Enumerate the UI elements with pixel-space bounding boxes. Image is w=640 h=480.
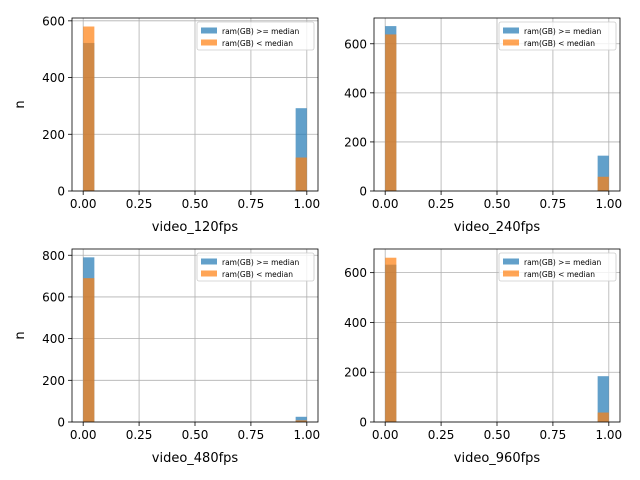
x-tick-label: 0.50 [484, 428, 511, 442]
legend-label: ram(GB) < median [222, 270, 293, 279]
x-tick-label: 0.25 [126, 197, 153, 211]
legend-label: ram(GB) >= median [222, 27, 299, 36]
legend-label: ram(GB) < median [524, 270, 595, 279]
legend-swatch [201, 270, 217, 277]
x-axis-label: video_120fps [152, 220, 239, 235]
y-tick-label: 200 [344, 366, 367, 380]
x-tick-label: 1.00 [595, 197, 622, 211]
histogram-bar-series-2 [295, 157, 307, 191]
histogram-bar-series-1 [295, 108, 307, 191]
x-tick-label: 1.00 [293, 197, 320, 211]
legend-label: ram(GB) >= median [524, 27, 601, 36]
x-tick-label: 0.50 [484, 197, 511, 211]
legend-swatch [503, 270, 519, 277]
legend-swatch [201, 27, 217, 34]
histogram-bar-series-2 [83, 278, 95, 422]
x-tick-label: 0.50 [182, 197, 209, 211]
legend-box [498, 21, 617, 51]
x-tick-label: 0.25 [428, 197, 455, 211]
x-axis-label: video_240fps [454, 220, 541, 235]
legend-label: ram(GB) < median [524, 39, 595, 48]
x-tick-label: 1.00 [595, 428, 622, 442]
legend-swatch [503, 39, 519, 46]
y-tick-label: 400 [344, 316, 367, 330]
legend-label: ram(GB) >= median [524, 258, 601, 267]
x-tick-label: 0.00 [372, 197, 399, 211]
histogram-bar-series-2 [385, 257, 397, 422]
y-tick-label: 0 [57, 416, 65, 430]
x-axis-label: video_480fps [152, 451, 239, 466]
histogram-bar-series-2 [83, 26, 95, 192]
histogram-bar-series-1 [597, 376, 609, 422]
subplot-1: 0.00 0.25 0.50 0.75 1.00 0 200 400 600 video_120f… [13, 14, 320, 235]
x-tick-label: 0.50 [182, 428, 209, 442]
histogram-bar-series-1 [597, 155, 609, 191]
legend: ram(GB) >= median ram(GB) < median [196, 21, 315, 51]
y-tick-label: 600 [344, 266, 367, 280]
x-tick-label: 0.75 [238, 197, 265, 211]
y-tick-label: 0 [359, 185, 367, 199]
histogram-bar-series-2 [597, 176, 609, 191]
histogram-bar-series-2 [597, 412, 609, 422]
x-tick-label: 0.25 [428, 428, 455, 442]
x-tick-label: 0.75 [540, 197, 567, 211]
y-axis-label: n [13, 331, 28, 339]
legend-swatch [503, 258, 519, 265]
x-tick-label: 0.25 [126, 428, 153, 442]
y-tick-label: 0 [359, 416, 367, 430]
y-tick-label: 0 [57, 185, 65, 199]
x-tick-label: 0.00 [70, 197, 97, 211]
legend-box [196, 21, 315, 51]
y-tick-label: 600 [42, 14, 65, 28]
legend: ram(GB) >= median ram(GB) < median [498, 21, 617, 51]
histogram-bar-series-1 [295, 416, 307, 422]
subplot-2: 0.00 0.25 0.50 0.75 1.00 0 200 400 600 video_240f… [344, 17, 622, 235]
legend-label: ram(GB) < median [222, 39, 293, 48]
legend: ram(GB) >= median ram(GB) < median [498, 252, 617, 282]
legend: ram(GB) >= median ram(GB) < median [196, 252, 315, 282]
x-tick-label: 0.75 [540, 428, 567, 442]
legend-box [498, 252, 617, 282]
x-tick-label: 0.00 [372, 428, 399, 442]
y-tick-label: 600 [42, 290, 65, 304]
x-tick-label: 0.75 [238, 428, 265, 442]
legend-box [196, 252, 315, 282]
x-tick-label: 0.00 [70, 428, 97, 442]
y-tick-label: 200 [344, 135, 367, 149]
legend-swatch [201, 258, 217, 265]
subplot-4: 0.00 0.25 0.50 0.75 1.00 0 200 400 600 video_960f… [344, 248, 622, 466]
y-tick-label: 600 [344, 37, 367, 51]
legend-swatch [503, 27, 519, 34]
histogram-bar-series-2 [295, 420, 307, 422]
y-tick-label: 800 [42, 249, 65, 263]
y-tick-label: 400 [344, 86, 367, 100]
x-axis-label: video_960fps [454, 451, 541, 466]
y-tick-label: 400 [42, 332, 65, 346]
y-tick-label: 200 [42, 374, 65, 388]
y-tick-label: 200 [42, 128, 65, 142]
legend-label: ram(GB) >= median [222, 258, 299, 267]
y-axis-label: n [13, 100, 28, 108]
y-tick-label: 400 [42, 71, 65, 85]
legend-swatch [201, 39, 217, 46]
x-tick-label: 1.00 [293, 428, 320, 442]
histogram-bar-series-2 [385, 34, 397, 192]
subplot-3: 0.00 0.25 0.50 0.75 1.00 0 200 400 600 800 video_4… [13, 248, 320, 466]
